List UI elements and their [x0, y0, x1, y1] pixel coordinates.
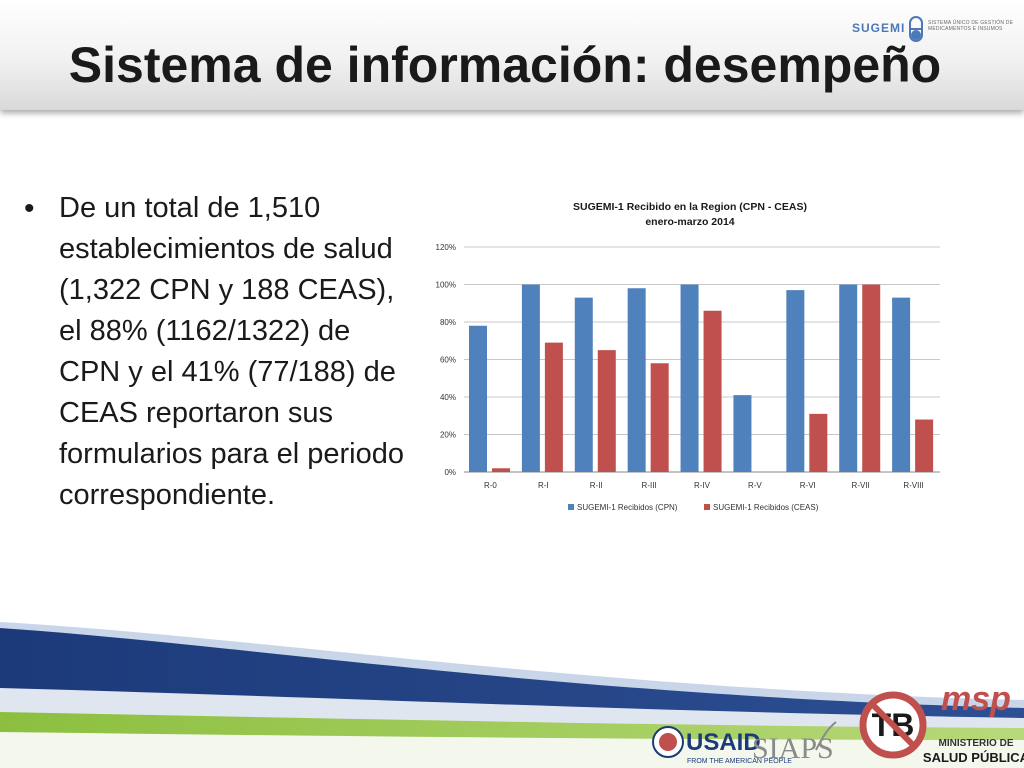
- x-tick-label: R-V: [748, 481, 762, 490]
- usaid-logo: USAID FROM THE AMERICAN PEOPLE: [652, 726, 792, 765]
- bar-cpn-r-iii: [627, 288, 646, 472]
- msp-line-1: MINISTERIO DE: [938, 738, 1013, 749]
- x-tick-label: R-II: [590, 481, 603, 490]
- msp-logo: msp MINISTERIO DE SALUD PÚBLICA: [923, 680, 1024, 765]
- y-axis-ticks: 0% 20% 40% 60% 80% 100% 120%: [436, 243, 456, 477]
- bars: [469, 284, 934, 472]
- sugemi-capsule-icon: [909, 16, 923, 42]
- bar-ceas-r-i: [544, 342, 563, 472]
- siaps-wordmark: SIAPS: [752, 732, 834, 765]
- msp-wordmark: msp: [941, 680, 1011, 718]
- legend-label: SUGEMI-1 Recibidos (CEAS): [713, 503, 819, 512]
- sugemi-logo-name: SUGEMI: [852, 21, 906, 35]
- bar-cpn-r-0: [469, 325, 487, 472]
- sugemi-logo: SUGEMI SISTEMA ÚNICO DE GESTIÓN DE MEDIC…: [852, 14, 1022, 48]
- x-tick-label: R-I: [538, 481, 549, 490]
- y-tick-label: 60%: [440, 356, 456, 365]
- x-tick-label: R-III: [642, 481, 657, 490]
- x-tick-label: R-IV: [694, 481, 711, 490]
- chart-subtitle: enero-marzo 2014: [645, 216, 734, 228]
- bullet-marker: •: [24, 192, 35, 225]
- y-tick-label: 120%: [436, 243, 456, 252]
- usaid-tagline: FROM THE AMERICAN PEOPLE: [687, 758, 792, 765]
- legend-swatch: [704, 504, 710, 510]
- x-tick-label: R-0: [484, 481, 497, 490]
- bar-ceas-r-vii: [862, 284, 881, 472]
- x-tick-label: R-VI: [800, 481, 816, 490]
- y-tick-label: 100%: [436, 281, 456, 290]
- bar-ceas-r-viii: [915, 419, 934, 472]
- bar-cpn-r-i: [521, 284, 540, 472]
- legend-label: SUGEMI-1 Recibidos (CPN): [577, 503, 678, 512]
- bar-ceas-r-iii: [650, 363, 669, 472]
- bar-ceas-r-vi: [809, 413, 828, 472]
- bar-cpn-r-iv: [680, 284, 699, 472]
- x-tick-label: R-VIII: [903, 481, 923, 490]
- x-axis-ticks: R-0 R-I R-II R-III R-IV R-V R-VI R-VII R-VIII: [484, 481, 924, 490]
- usaid-wordmark: USAID: [686, 729, 761, 756]
- title-bar: Sistema de información: desempeño SUGEMI…: [0, 0, 1024, 110]
- footer-banner: USAID FROM THE AMERICAN PEOPLE SIAPS TB …: [0, 622, 1024, 768]
- chart-title: SUGEMI-1 Recibido en la Region (CPN - CE…: [573, 201, 807, 213]
- msp-line-2: SALUD PÚBLICA: [923, 750, 1024, 765]
- usaid-seal-center: [659, 733, 677, 751]
- bar-cpn-r-vii: [839, 284, 858, 472]
- tb-logo: TB: [859, 691, 927, 759]
- x-tick-label: R-VII: [852, 481, 870, 490]
- slide-title: Sistema de información: desempeño: [68, 37, 942, 93]
- bar-ceas-r-iv: [703, 310, 722, 472]
- bar-ceas-r-0: [492, 468, 510, 472]
- y-tick-label: 0%: [444, 468, 456, 477]
- bar-chart: SUGEMI-1 Recibido en la Region (CPN - CE…: [436, 201, 940, 512]
- legend: SUGEMI-1 Recibidos (CPN) SUGEMI-1 Recibid…: [568, 503, 819, 512]
- y-tick-label: 20%: [440, 431, 456, 440]
- bar-cpn-r-v: [733, 395, 752, 472]
- bar-cpn-r-viii: [892, 297, 911, 472]
- y-tick-label: 80%: [440, 318, 456, 327]
- bar-cpn-r-ii: [574, 297, 593, 472]
- y-tick-label: 40%: [440, 393, 456, 402]
- legend-swatch: [568, 504, 574, 510]
- gridlines: [464, 246, 940, 473]
- siaps-swoosh-icon: [815, 721, 837, 751]
- bar-cpn-r-vi: [786, 290, 805, 472]
- sugemi-logo-tagline: SISTEMA ÚNICO DE GESTIÓN DE MEDICAMENTOS…: [928, 20, 1014, 32]
- bar-ceas-r-ii: [597, 350, 616, 472]
- bullet-text: De un total de 1,510 establecimientos de…: [59, 192, 404, 511]
